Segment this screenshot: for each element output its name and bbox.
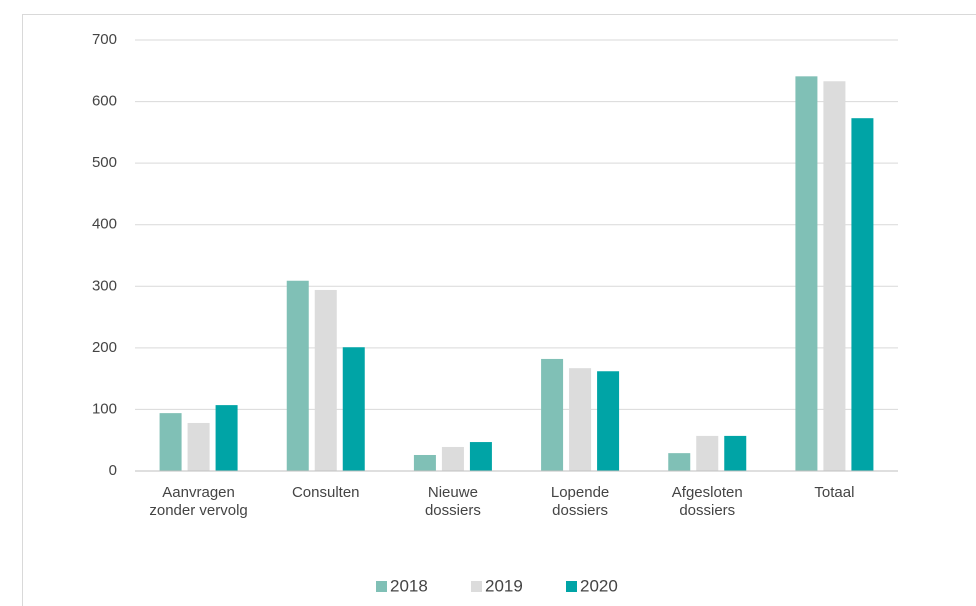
- y-tick-label: 200: [92, 339, 117, 356]
- y-tick-label: 300: [92, 277, 117, 294]
- bar: [696, 435, 719, 471]
- y-tick-label: 100: [92, 400, 117, 417]
- bar: [215, 405, 238, 471]
- legend-swatch: [566, 581, 577, 592]
- y-tick-label: 600: [92, 93, 117, 110]
- y-tick-label: 500: [92, 154, 117, 171]
- x-tick-label: Consulten: [291, 484, 360, 501]
- bar: [187, 422, 210, 471]
- bar: [724, 435, 747, 471]
- bar: [469, 442, 492, 471]
- legend-label: 2019: [485, 576, 523, 595]
- y-tick-label: 0: [109, 462, 117, 479]
- bar: [541, 358, 564, 471]
- x-tick-label: Nieuwe dossiers: [424, 484, 481, 519]
- x-tick-label: Aanvragen zonder vervolg: [149, 484, 248, 519]
- x-tick-label: Lopende dossiers: [550, 484, 610, 519]
- x-tick-label: Totaal: [814, 484, 855, 501]
- chart-border: [22, 14, 976, 606]
- bar: [823, 81, 846, 471]
- bar: [342, 347, 365, 471]
- bar: [795, 76, 818, 471]
- y-tick-label: 400: [92, 216, 117, 233]
- legend-swatch: [376, 581, 387, 592]
- legend-swatch: [471, 581, 482, 592]
- x-tick-label: Afgesloten dossiers: [671, 484, 743, 519]
- bar: [569, 368, 592, 471]
- y-tick-label: 700: [92, 31, 117, 48]
- legend-label: 2020: [580, 576, 618, 595]
- bar: [314, 289, 337, 471]
- bar: [413, 454, 436, 471]
- bar: [851, 118, 874, 472]
- bar: [597, 371, 620, 471]
- bar: [441, 446, 464, 471]
- legend-label: 2018: [390, 576, 428, 595]
- bar: [668, 453, 691, 471]
- bar: [159, 413, 182, 471]
- bar: [286, 280, 309, 471]
